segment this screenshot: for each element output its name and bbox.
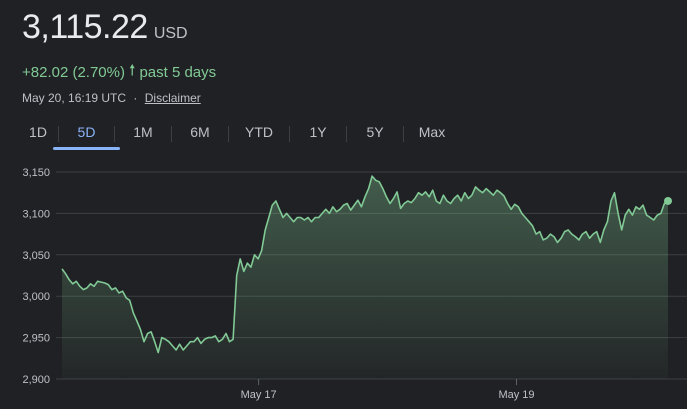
meta-separator: ·: [133, 91, 138, 105]
tab-5y[interactable]: 5Y: [366, 124, 384, 140]
price-change: +82.02 (2.70%): [22, 64, 125, 81]
price-header: 3,115.22 USD: [22, 8, 188, 47]
tab-divider: [114, 126, 115, 142]
y-tick-label: 2,950: [22, 333, 50, 345]
quote-meta: May 20, 16:19 UTC · Disclaimer: [22, 91, 201, 105]
quote-timestamp: May 20, 16:19 UTC: [22, 91, 127, 105]
tab-divider: [289, 126, 290, 142]
price-change-row: +82.02 (2.70%) 🠕 past 5 days: [22, 60, 216, 85]
tab-divider: [171, 126, 172, 142]
price-chart[interactable]: 2,900 2,950 3,000 3,050 3,100 3,150 May 17 May…: [0, 160, 687, 409]
tab-ytd[interactable]: YTD: [245, 124, 273, 140]
arrow-up-icon: 🠕: [129, 62, 136, 79]
tab-divider: [58, 126, 59, 142]
price-area-fill: [62, 176, 668, 379]
currency-code: USD: [153, 25, 188, 42]
disclaimer-link[interactable]: Disclaimer: [144, 91, 201, 105]
tab-6m[interactable]: 6M: [190, 124, 210, 140]
tab-5d[interactable]: 5D: [53, 118, 120, 150]
y-tick-label: 3,150: [22, 167, 50, 179]
tab-1m[interactable]: 1M: [133, 124, 153, 140]
y-tick-label: 2,900: [22, 374, 50, 386]
y-tick-label: 3,100: [22, 208, 50, 220]
x-tick-label: May 17: [241, 389, 277, 401]
tab-divider: [403, 126, 404, 142]
x-tick-label: May 19: [498, 389, 534, 401]
range-tabs: 1D 5D 1M 6M YTD 1Y 5Y Max: [18, 118, 460, 150]
tab-divider: [346, 126, 347, 142]
y-tick-label: 3,000: [22, 291, 50, 303]
tab-max[interactable]: Max: [418, 124, 446, 140]
change-period: past 5 days: [139, 64, 217, 81]
last-price-dot: [664, 196, 672, 205]
price-line: [61, 175, 669, 354]
tab-1y[interactable]: 1Y: [309, 124, 327, 140]
y-tick-label: 3,050: [22, 250, 50, 262]
tab-1d[interactable]: 1D: [29, 124, 47, 140]
current-price: 3,115.22: [22, 8, 148, 46]
tab-divider: [228, 126, 229, 142]
